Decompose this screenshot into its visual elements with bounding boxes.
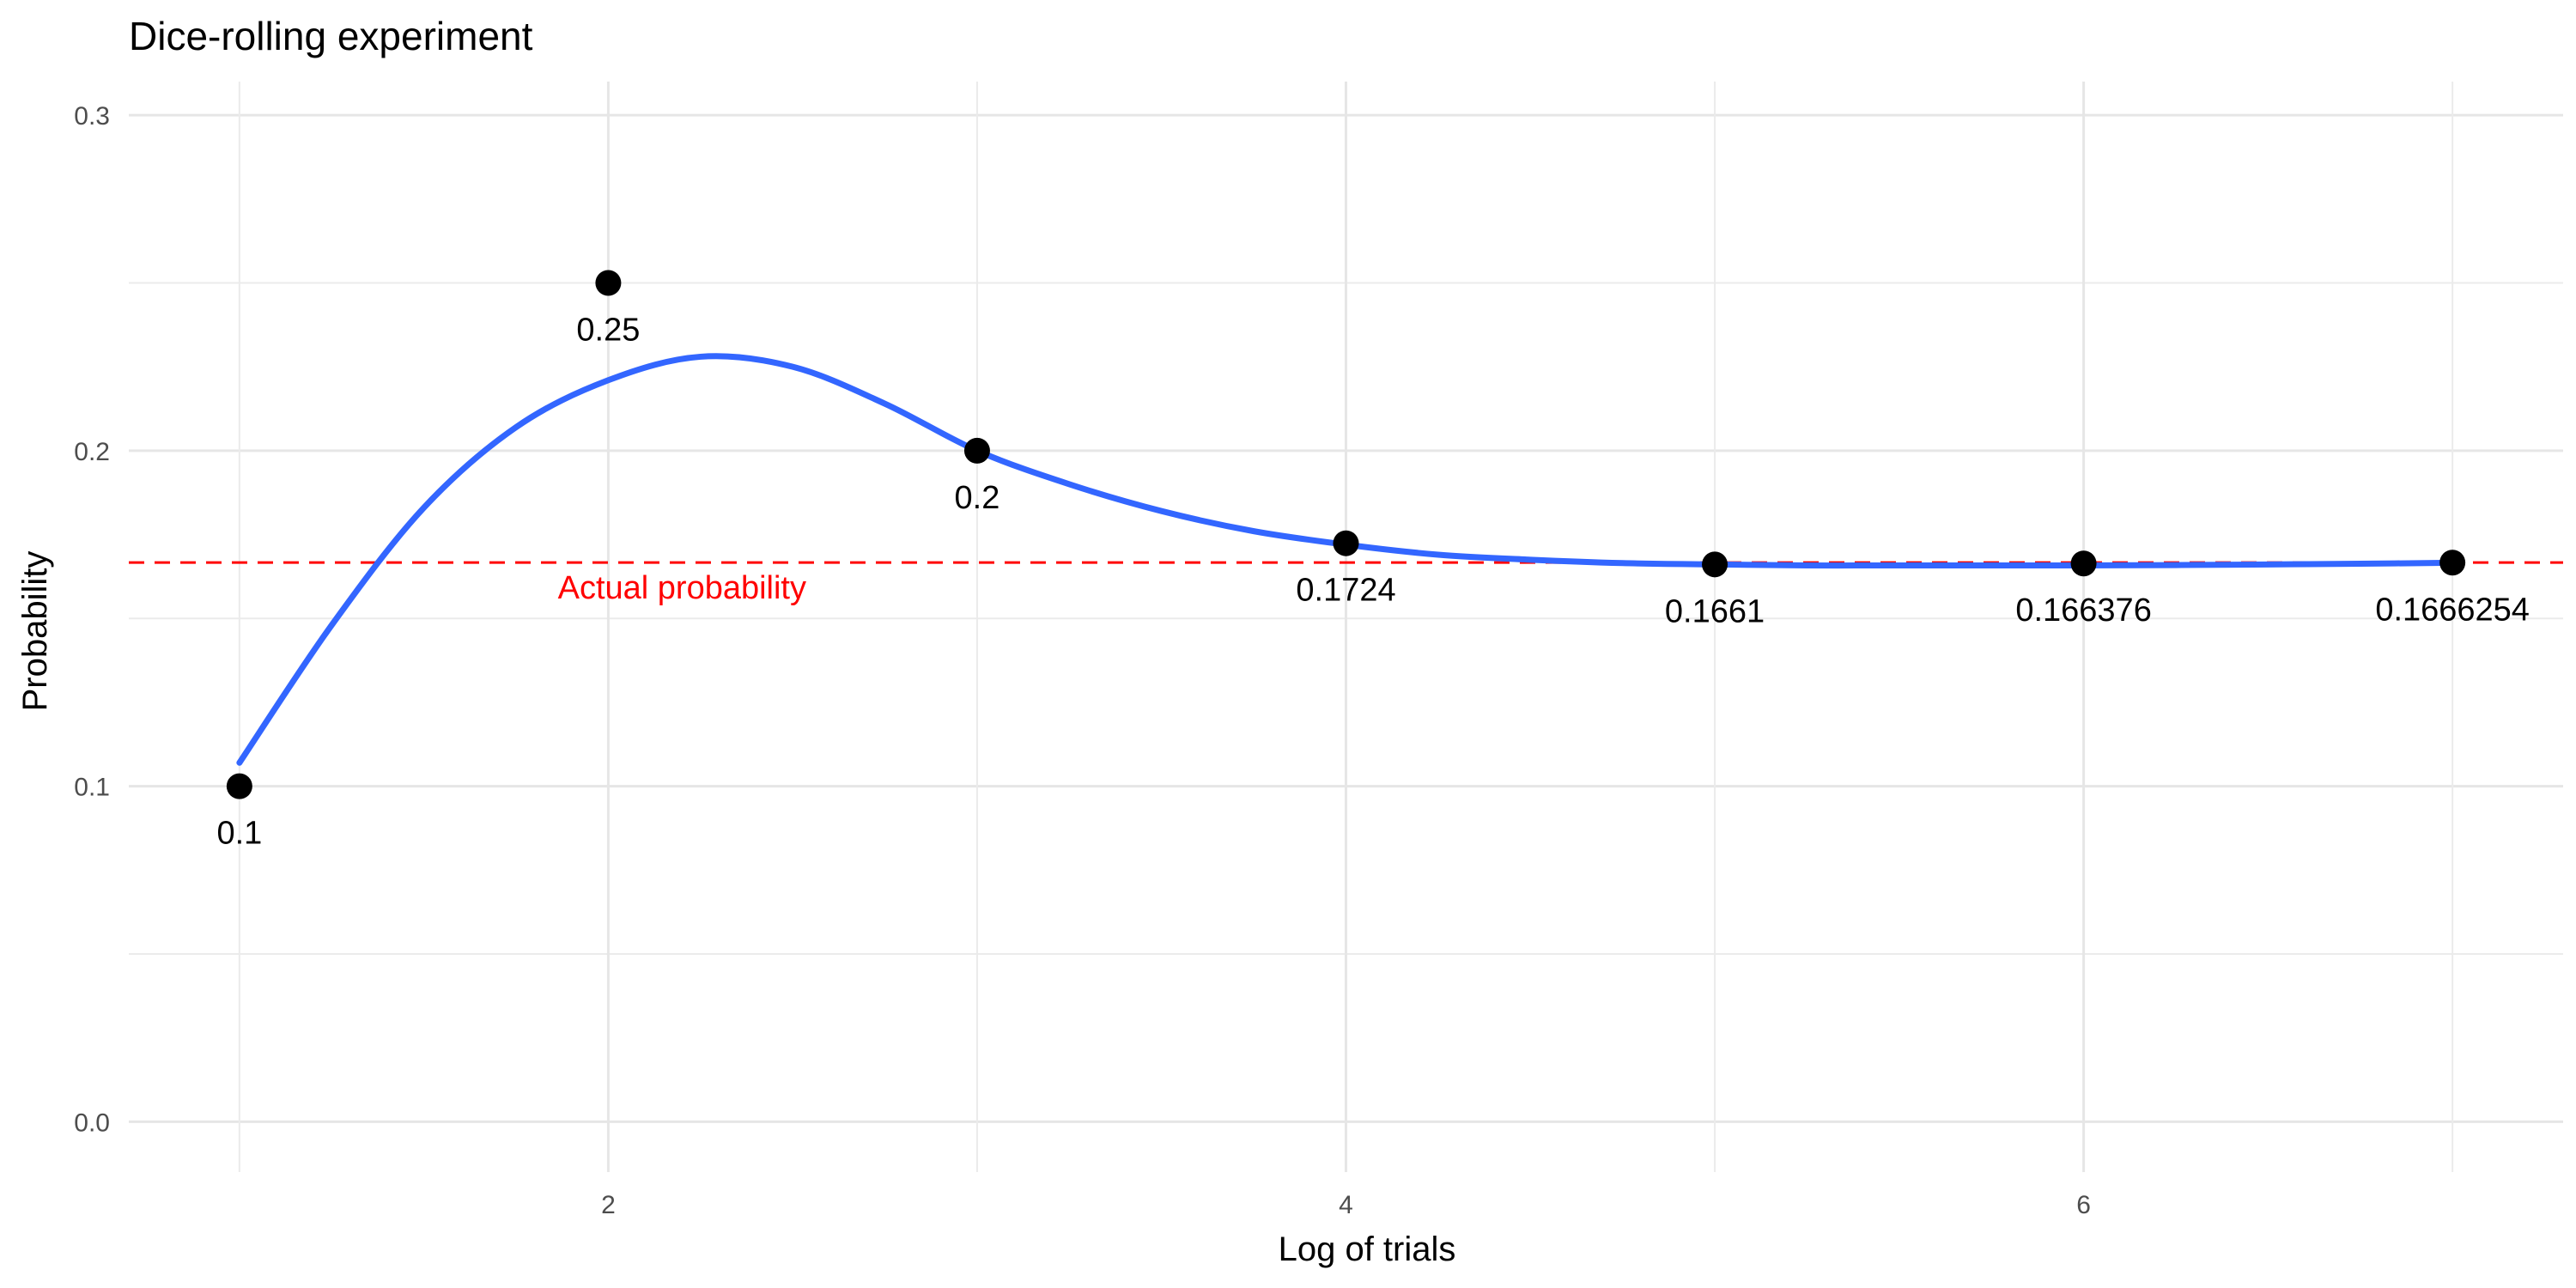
y-axis-title: Probability: [16, 551, 54, 712]
y-tick-label: 0.0: [74, 1109, 110, 1137]
x-axis-ticks: 2 4 6: [601, 1191, 2091, 1219]
data-point: [963, 437, 990, 464]
y-tick-label: 0.3: [74, 102, 110, 131]
y-tick-label: 0.1: [74, 774, 110, 802]
data-label: 0.1666254: [2375, 592, 2530, 628]
data-point: [595, 270, 622, 296]
reference-line-group: Actual probability: [129, 561, 2563, 606]
data-label: 0.1724: [1296, 573, 1395, 609]
data-label: 0.166376: [2015, 592, 2152, 629]
reference-line-label: Actual probability: [558, 570, 806, 606]
data-point: [226, 773, 252, 799]
data-label: 0.25: [576, 312, 640, 348]
data-points: [226, 270, 2466, 799]
x-tick-label: 6: [2076, 1191, 2091, 1219]
x-tick-label: 4: [1339, 1191, 1353, 1219]
chart-title: Dice-rolling experiment: [129, 14, 533, 58]
y-axis-ticks: 0.0 0.1 0.2 0.3: [74, 102, 110, 1137]
y-tick-label: 0.2: [74, 438, 110, 466]
x-axis-title: Log of trials: [1279, 1230, 1456, 1268]
data-label: 0.1661: [1665, 593, 1765, 629]
data-label: 0.1: [216, 816, 262, 852]
data-point: [2439, 550, 2466, 576]
data-point: [1702, 551, 1728, 578]
data-point: [1333, 530, 1359, 556]
grid: [129, 82, 2563, 1172]
x-tick-label: 2: [601, 1191, 616, 1219]
data-label: 0.2: [955, 480, 1000, 516]
data-labels: 0.1 0.25 0.2 0.1724 0.1661 0.166376 0.1666254: [216, 312, 2530, 851]
data-point: [2070, 550, 2097, 577]
